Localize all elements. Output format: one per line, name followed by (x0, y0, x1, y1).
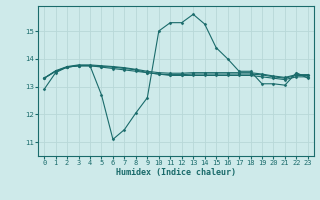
X-axis label: Humidex (Indice chaleur): Humidex (Indice chaleur) (116, 168, 236, 177)
